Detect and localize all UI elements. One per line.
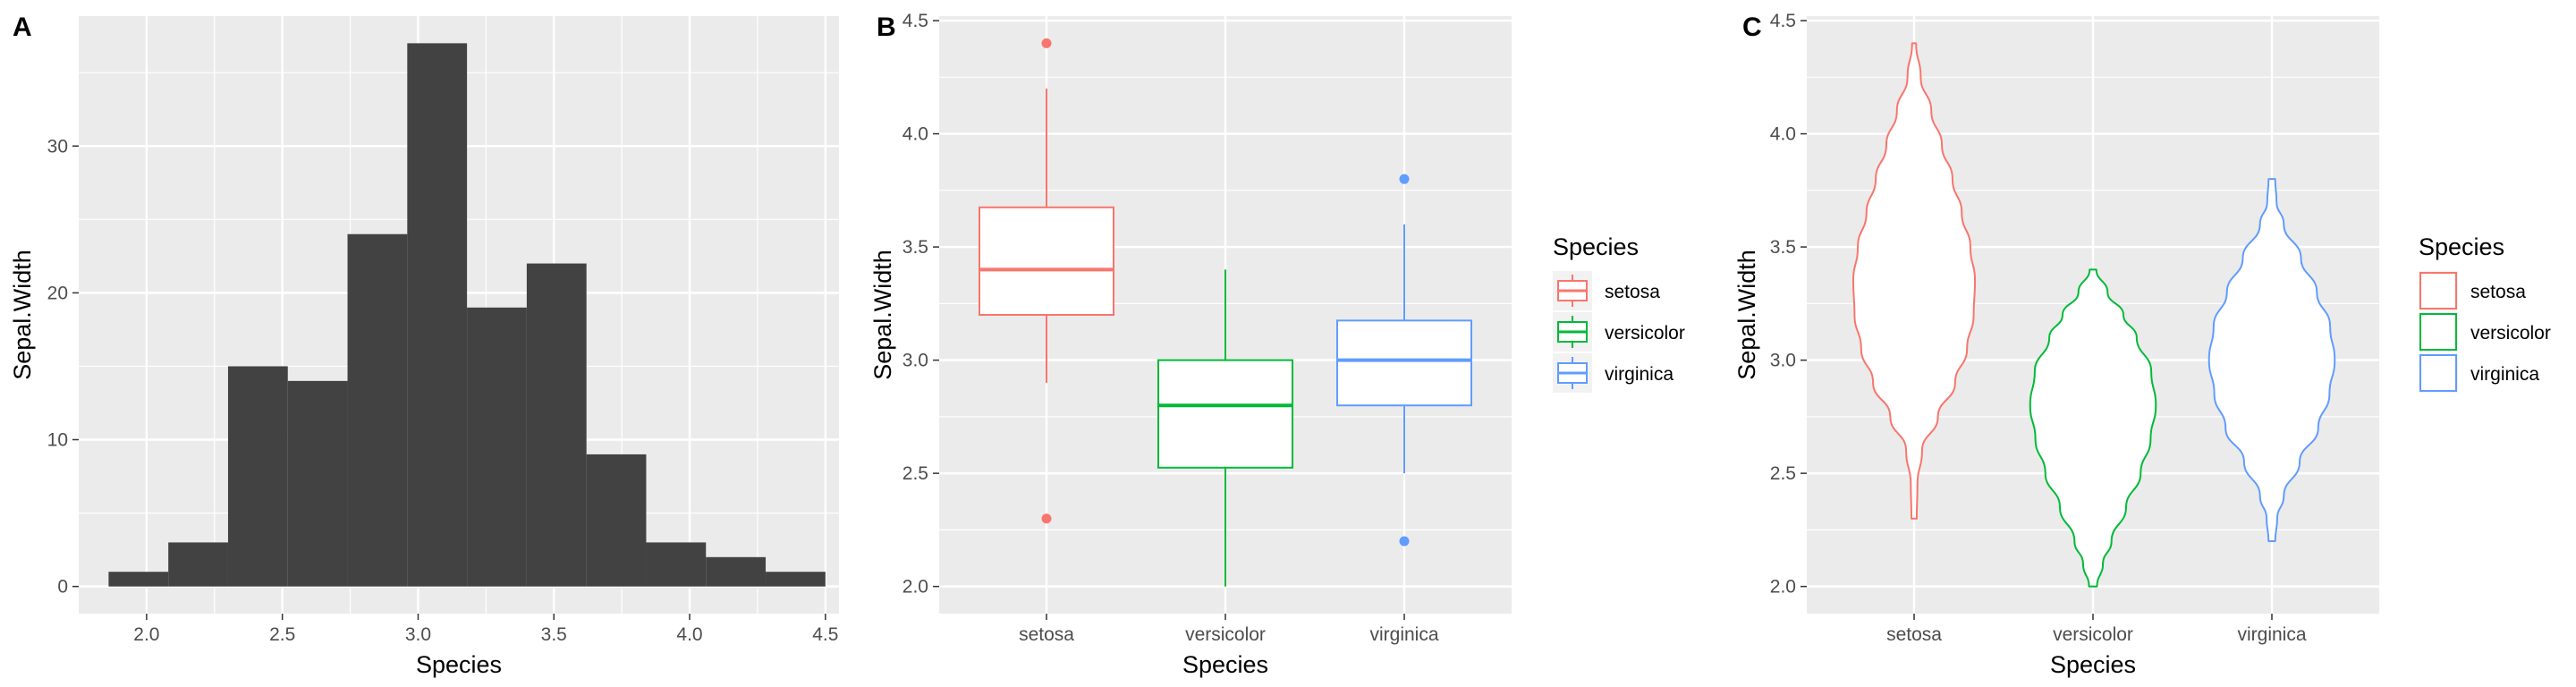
x-tick-label: 4.5 [812, 624, 838, 645]
outlier-point [1399, 536, 1410, 547]
y-tick-label: 10 [47, 430, 68, 451]
legend-label: virginica [1605, 364, 1674, 385]
legend-label: versicolor [2470, 323, 2551, 344]
x-axis-title: Species [416, 651, 502, 678]
y-tick-label: 4.5 [902, 11, 928, 31]
legend-label: versicolor [1605, 323, 1685, 344]
x-axis-title: Species [1182, 651, 1268, 678]
legend-label: setosa [2470, 282, 2526, 302]
panel-letter-c: C [1742, 13, 1762, 42]
violin-setosa [1852, 42, 1977, 520]
histogram-bar [407, 43, 468, 587]
x-tick-label: 3.0 [405, 624, 431, 645]
legend-label: virginica [2470, 364, 2539, 385]
outlier-point [1041, 513, 1052, 524]
x-tick-label: setosa [1886, 624, 1942, 645]
y-tick-label: 3.0 [902, 351, 928, 371]
y-tick-label: 2.5 [1770, 463, 1796, 484]
y-tick-label: 2.5 [902, 463, 928, 484]
y-tick-label: 3.5 [1770, 237, 1796, 258]
y-tick-label: 4.5 [1770, 11, 1796, 31]
y-tick-label: 4.0 [1770, 124, 1796, 145]
legend: Species setosa versicolor virginica [1553, 233, 1685, 393]
box [1336, 319, 1472, 407]
x-tick-label: 2.0 [133, 624, 159, 645]
x-tick-label: setosa [1019, 624, 1074, 645]
histogram-bar [227, 366, 288, 587]
histogram-bar [646, 542, 707, 587]
histogram-bar [586, 454, 647, 587]
violin-virginica [2207, 178, 2336, 543]
histogram-bar [766, 572, 826, 587]
x-tick-label: virginica [1369, 624, 1438, 645]
y-tick-label: 4.0 [902, 124, 928, 145]
x-tick-label: 4.0 [676, 624, 702, 645]
histogram-bar [467, 307, 527, 587]
y-tick-label: 0 [57, 577, 68, 598]
panel-a-histogram: A 2.0 2.5 3.0 3.5 4.0 4.5 0 10 20 30 Species Sepa… [9, 13, 839, 678]
histogram-bar [347, 233, 408, 587]
y-tick-label: 2.0 [1770, 577, 1796, 598]
x-tick-label: 3.5 [541, 624, 567, 645]
panel-letter-a: A [13, 13, 32, 42]
x-tick-label: versicolor [2053, 624, 2133, 645]
outlier-point [1041, 38, 1052, 48]
histogram-bar [706, 556, 767, 587]
legend-label: setosa [1605, 282, 1660, 302]
x-tick-label: versicolor [1185, 624, 1266, 645]
violin-versicolor [2029, 268, 2157, 588]
y-tick-label: 20 [47, 283, 68, 303]
legend: Species setosa versicolor virginica [2419, 233, 2551, 393]
x-tick-label: 2.5 [269, 624, 295, 645]
y-axis-title: Sepal.Width [869, 250, 896, 380]
y-tick-label: 30 [47, 136, 68, 157]
panel-b-boxplot: B setosa versicolor virginica 2.0 2.5 3.0 3.5 4… [869, 11, 1685, 678]
y-tick-label: 2.0 [902, 577, 928, 598]
y-tick-label: 3.0 [1770, 351, 1796, 371]
legend-title: Species [1553, 233, 1639, 260]
histogram-bar [287, 380, 348, 587]
histogram-bar [108, 572, 169, 587]
x-axis-title: Species [2050, 651, 2136, 678]
outlier-point [1399, 174, 1410, 184]
box [1157, 359, 1293, 469]
y-axis-title: Sepal.Width [1733, 250, 1760, 380]
panel-letter-b: B [877, 13, 896, 42]
y-axis-title: Sepal.Width [9, 250, 36, 380]
x-tick-label: virginica [2237, 624, 2306, 645]
histogram-bar [526, 263, 587, 587]
panel-c-violin: C setosa versicolor virginica 2.0 2.5 3.0 3.5 4… [1733, 11, 2551, 678]
box [979, 206, 1114, 316]
legend-key-swatch [2419, 313, 2457, 351]
legend-title: Species [2419, 233, 2504, 260]
y-tick-label: 3.5 [902, 237, 928, 258]
legend-key-swatch [2419, 272, 2457, 310]
histogram-bar [168, 542, 228, 587]
legend-key-swatch [2419, 354, 2457, 392]
